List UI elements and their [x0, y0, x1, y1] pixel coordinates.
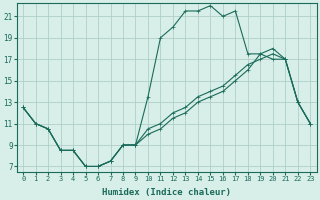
X-axis label: Humidex (Indice chaleur): Humidex (Indice chaleur): [102, 188, 231, 197]
